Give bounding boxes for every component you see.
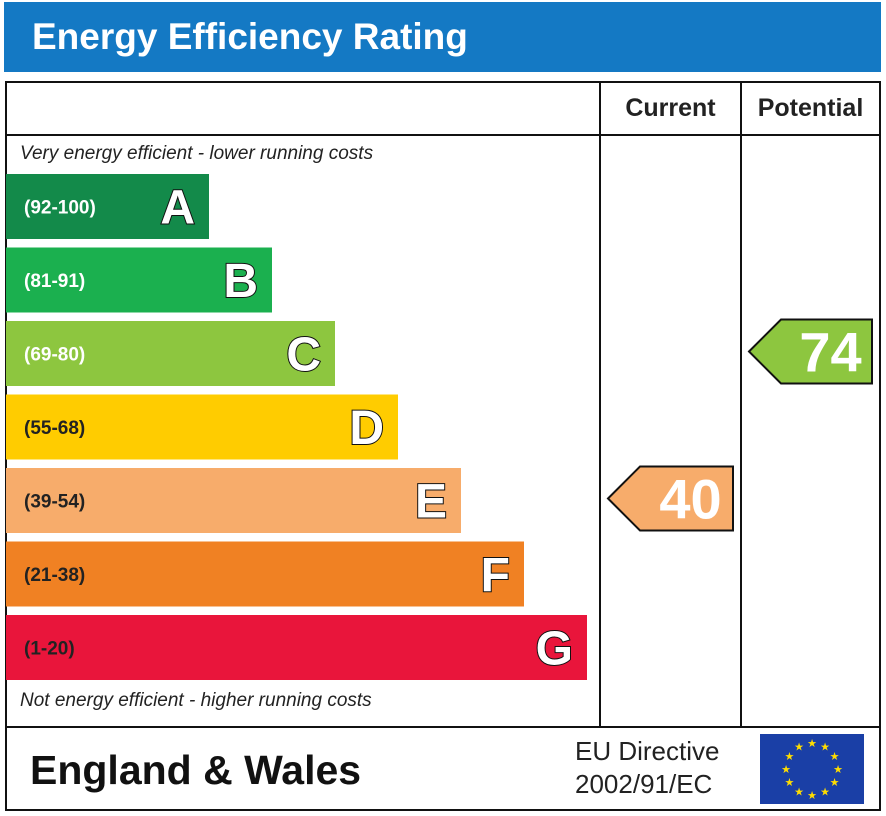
column-header-current: Current (625, 94, 716, 122)
footer-region: England & Wales (30, 747, 362, 793)
band-letter-e: E (415, 476, 447, 529)
rating-arrows: 40 74 (606, 318, 873, 532)
band-bar-b (6, 247, 272, 313)
eu-star: ★ (830, 776, 840, 789)
band-bar-f (6, 541, 524, 607)
band-letter-g: G (536, 623, 573, 676)
band-f: (21-38) F (6, 541, 524, 607)
band-letter-f: F (481, 549, 510, 602)
current-arrow: 40 (606, 465, 734, 532)
footer-directive: EU Directive 2002/91/EC (575, 735, 719, 801)
eu-flag-background (760, 734, 864, 804)
eu-star: ★ (807, 737, 817, 750)
eu-star: ★ (830, 750, 840, 763)
page-title: Energy Efficiency Rating (32, 16, 468, 57)
current-value: 40 (659, 468, 721, 531)
eu-star: ★ (807, 789, 817, 802)
band-range-g: (1-20) (24, 639, 75, 660)
band-bar-a (6, 174, 209, 239)
current-arrow-shape (606, 465, 734, 532)
eu-flag: ★ ★★★★★★★★★★★ (760, 734, 864, 804)
band-range-a: (92-100) (24, 198, 96, 219)
eu-star: ★ (820, 740, 830, 753)
column-header-potential: Potential (757, 94, 864, 122)
band-bar-d (6, 394, 398, 460)
eu-flag-stars: ★ ★★★★★★★★★★★ (781, 737, 843, 802)
band-letter-c: C (286, 329, 321, 382)
band-range-c: (69-80) (24, 345, 85, 366)
band-range-e: (39-54) (24, 492, 85, 513)
eu-star: ★ (785, 776, 795, 789)
top-note: Very energy efficient - lower running co… (20, 143, 374, 164)
band-letter-a: A (160, 182, 195, 235)
band-e: (39-54) E (6, 468, 461, 533)
potential-value: 74 (799, 321, 861, 384)
eu-star: ★ (820, 786, 830, 799)
band-a: (92-100) A (6, 174, 209, 239)
band-b: (81-91) B (6, 247, 272, 313)
eu-star: ★ (785, 750, 795, 763)
band-bar-g (6, 615, 587, 680)
band-letter-d: D (349, 402, 384, 455)
eu-star: ★ (794, 740, 804, 753)
band-d: (55-68) D (6, 394, 398, 460)
band-range-f: (21-38) (24, 565, 85, 586)
eu-star: ★ (794, 786, 804, 799)
band-c: (69-80) C (6, 321, 335, 386)
band-range-d: (55-68) (24, 418, 85, 439)
band-g: (1-20) G (6, 615, 587, 680)
rating-bands: (92-100) A (81-91) B (69-80) C (55-68) D (39-54)… (6, 174, 587, 680)
band-range-b: (81-91) (24, 271, 85, 292)
header-bar: Energy Efficiency Rating (4, 2, 881, 72)
eu-star: ★ (781, 763, 791, 776)
potential-arrow-shape (747, 318, 873, 385)
eu-star: ★ (833, 763, 843, 776)
directive-line-2: 2002/91/EC (575, 769, 713, 799)
bottom-note: Not energy efficient - higher running co… (20, 690, 372, 711)
band-bar-c (6, 321, 335, 386)
directive-line-1: EU Directive (575, 736, 720, 766)
potential-arrow: 74 (747, 318, 873, 385)
band-bar-e (6, 468, 461, 533)
band-letter-b: B (223, 255, 258, 308)
